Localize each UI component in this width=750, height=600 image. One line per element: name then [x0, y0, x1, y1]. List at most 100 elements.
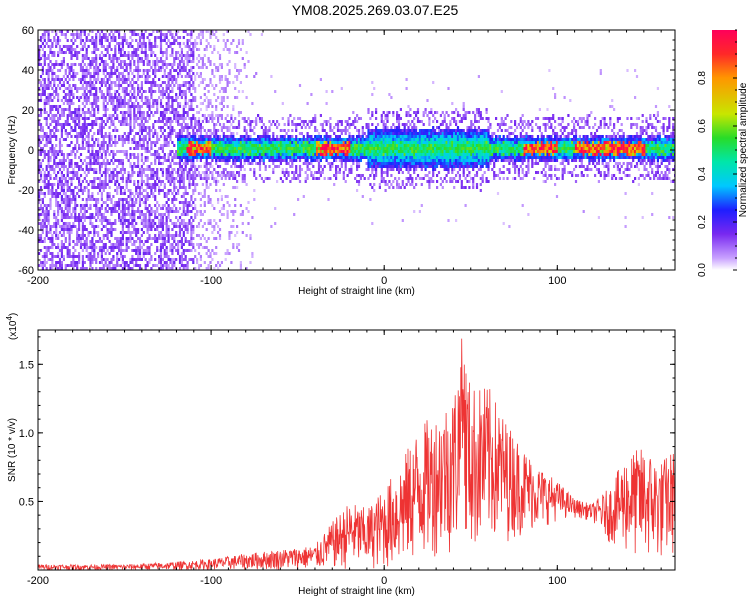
spectrogram-cell — [74, 243, 77, 246]
spectrogram-cell — [302, 153, 305, 156]
spectrogram-cell — [131, 54, 134, 57]
spectrogram-cell — [190, 30, 193, 33]
spectrogram-cell — [112, 204, 115, 207]
spectrogram-cell — [74, 147, 77, 150]
spectrogram-cell — [293, 144, 296, 147]
spectrogram-cell — [53, 195, 56, 198]
spectrogram-cell — [188, 33, 191, 36]
spectrogram-cell — [199, 96, 202, 99]
spectrogram-cell — [152, 45, 155, 48]
spectrogram-cell — [104, 210, 107, 213]
spectrogram-cell — [87, 99, 90, 102]
spectrogram-cell — [66, 144, 69, 147]
spectrogram-cell — [58, 138, 62, 141]
spectrogram-cell — [161, 156, 164, 159]
spectrogram-cell — [272, 144, 275, 147]
spectrogram-cell — [161, 174, 164, 177]
spectrogram-cell — [194, 267, 197, 270]
spectrogram-cell — [220, 198, 223, 201]
spectrogram-cell — [247, 138, 250, 141]
spectrogram-cell — [317, 156, 321, 159]
spectrogram-cell — [76, 165, 79, 168]
spectrogram-cell — [146, 174, 149, 177]
spectrogram-cell — [148, 183, 151, 186]
spectrogram-cell — [104, 81, 107, 84]
spectrogram-cell — [209, 261, 212, 264]
spectrogram-cell — [112, 249, 115, 252]
spectrogram-cell — [148, 33, 151, 36]
spectrogram-cell — [74, 210, 77, 213]
spectrogram-cell — [79, 132, 83, 135]
spectrogram-cell — [249, 156, 252, 159]
spectrogram-cell — [89, 222, 92, 225]
spectrogram-cell — [39, 135, 43, 138]
spectrogram-cell — [121, 210, 124, 213]
spectrogram-cell — [138, 69, 142, 72]
spectrogram-cell — [137, 63, 140, 66]
spectrogram-cell — [76, 96, 79, 99]
spectrogram-cell — [133, 243, 136, 246]
spectrogram-cell — [76, 261, 79, 264]
spectrogram-cell — [220, 207, 223, 210]
spectrogram-cell — [182, 84, 185, 87]
spectrogram-cell — [192, 48, 195, 51]
spectrogram-cell — [167, 204, 170, 207]
spectrogram-cell — [197, 210, 201, 213]
spectrogram-cell — [119, 243, 123, 246]
spectrogram-cell — [55, 87, 58, 90]
spectrogram-cell — [194, 189, 197, 192]
spectrogram-cell — [43, 186, 46, 189]
spectrogram-cell — [196, 174, 199, 177]
spectrogram-cell — [119, 120, 123, 123]
spectrogram-cell — [167, 267, 170, 270]
spectrogram-cell — [70, 180, 73, 183]
spectrogram-cell — [76, 186, 79, 189]
spectrogram-cell — [127, 105, 130, 108]
spectrogram-cell — [57, 69, 60, 72]
spectrogram-cell — [106, 222, 109, 225]
spectrogram-cell — [159, 69, 163, 72]
spectrogram-cell — [78, 234, 81, 237]
spectrogram-cell — [178, 72, 182, 75]
spectrogram-cell — [64, 138, 67, 141]
spectrogram-cell — [205, 183, 208, 186]
spectrogram-cell — [55, 162, 58, 165]
spectrogram-cell — [64, 36, 67, 39]
spectrogram-cell — [180, 147, 183, 150]
spectrogram-cell — [211, 204, 214, 207]
spectrogram-cell — [154, 90, 157, 93]
spectrogram-cell — [64, 222, 67, 225]
spectrogram-cell — [241, 147, 244, 150]
spectrogram-cell — [116, 261, 119, 264]
spectrogram-cell — [58, 159, 62, 162]
spectrogram-cell — [186, 123, 189, 126]
spectrogram-cell — [158, 180, 161, 183]
spectrogram-cell — [211, 144, 214, 147]
spectrogram-cell — [237, 144, 241, 147]
spectrogram-cell — [167, 99, 170, 102]
spectrogram-cell — [43, 210, 46, 213]
spectrogram-cell — [184, 81, 187, 84]
spectrogram-cell — [93, 99, 96, 102]
spectrogram-cell — [53, 210, 56, 213]
spectrogram-cell — [47, 33, 50, 36]
spectrogram-cell — [279, 129, 282, 132]
spectrogram-cell — [131, 102, 134, 105]
spectrogram-cell — [171, 33, 174, 36]
spectrogram-cell — [243, 162, 246, 165]
spectrogram-cell — [167, 171, 170, 174]
spectrogram-cell — [230, 261, 233, 264]
spectrogram-cell — [121, 144, 124, 147]
spectrogram-cell — [144, 174, 147, 177]
spectrogram-cell — [39, 225, 43, 228]
spectrogram-cell — [266, 135, 269, 138]
spectrogram-cell — [125, 54, 128, 57]
spectrogram-cell — [66, 195, 69, 198]
spectrogram-cell — [38, 141, 41, 144]
spectrogram-cell — [199, 72, 202, 75]
spectrogram-cell — [93, 228, 96, 231]
spectrogram-cell — [72, 246, 75, 249]
spectrogram-cell — [220, 96, 223, 99]
spectrogram-cell — [152, 168, 155, 171]
spectrogram-cell — [144, 102, 147, 105]
